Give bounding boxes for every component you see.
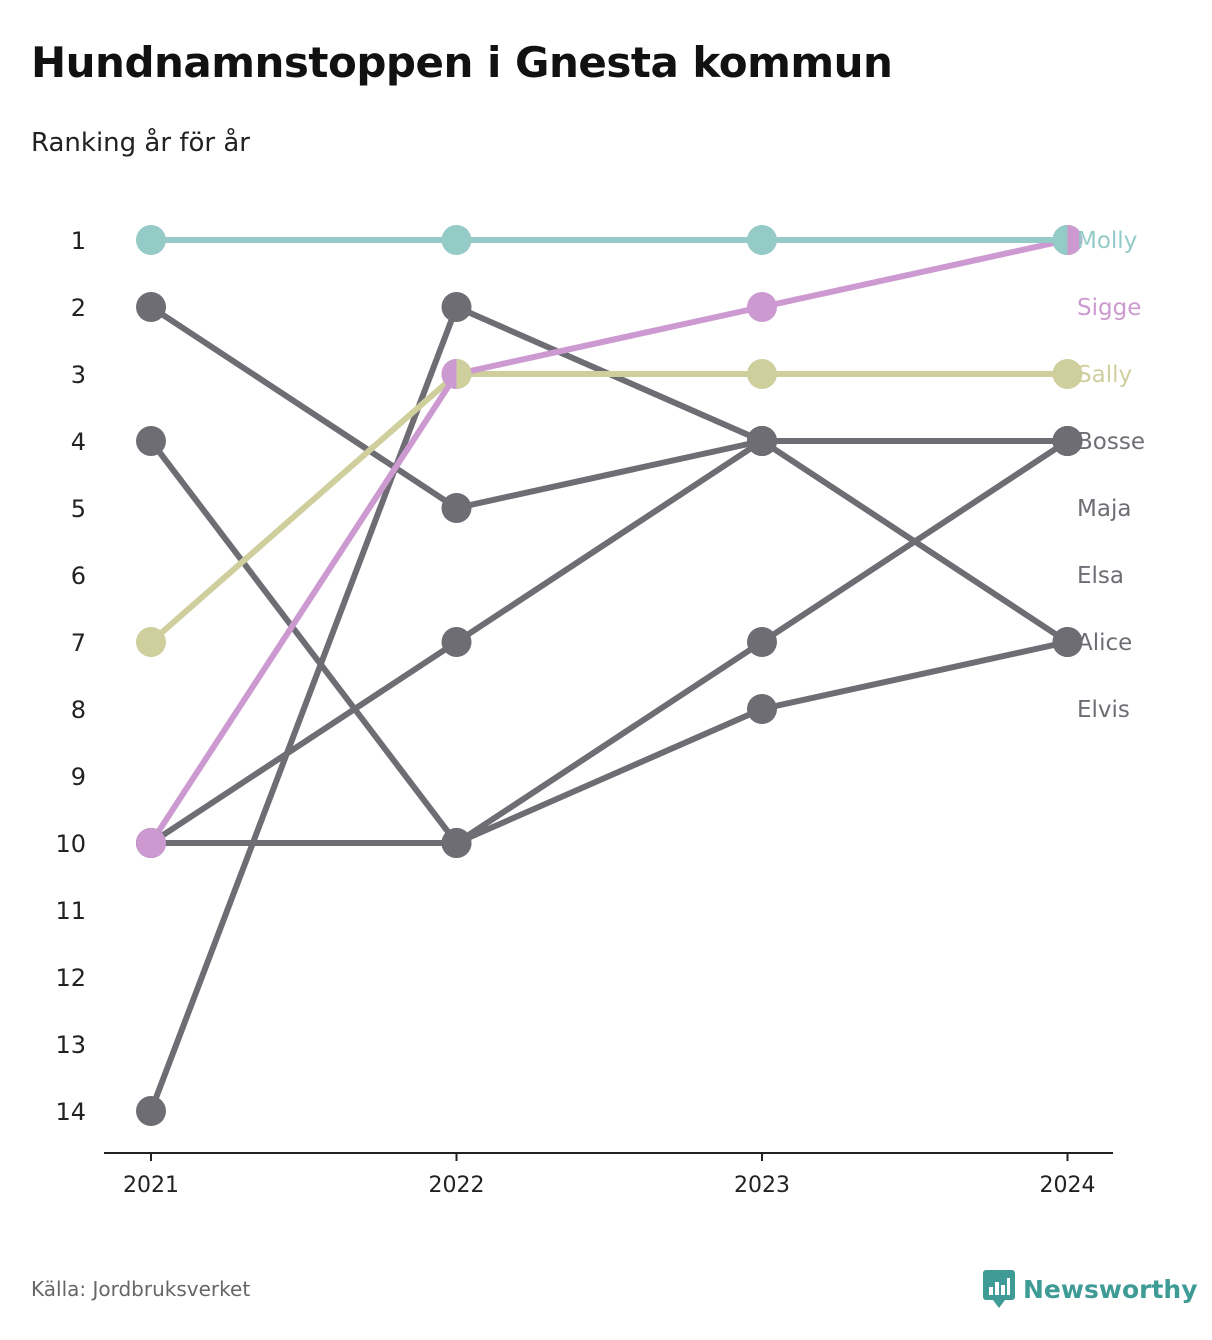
source-note: Källa: Jordbruksverket: [31, 1277, 251, 1301]
end-labels: Molly Sigge Sally Bosse Maja Elsa Alice Elvis: [1077, 228, 1145, 723]
point-bosse-2022: [441, 292, 472, 322]
end-label-maja: Maja: [1077, 496, 1131, 522]
y-tick-label: 5: [71, 495, 86, 523]
y-tick-label: 6: [71, 562, 86, 590]
point-sigge-2023: [747, 292, 777, 322]
brand-name: Newsworthy: [1023, 1274, 1198, 1304]
series-lines: [148, 237, 1071, 1114]
split-point-left-2024: [1052, 225, 1068, 255]
series-line-alice: [148, 438, 1071, 846]
split-point-left-2022: [441, 359, 457, 389]
end-label-elvis: Elvis: [1077, 697, 1130, 723]
y-tick-label: 7: [71, 629, 86, 657]
end-label-sigge: Sigge: [1077, 295, 1141, 321]
series-line-sigge: [148, 237, 1071, 846]
point-sally-2023: [747, 359, 777, 389]
x-tick-label: 2024: [1040, 1173, 1096, 1198]
y-tick-label: 10: [55, 830, 86, 858]
point-elsa-2023: [747, 694, 777, 724]
point-elvis-2022: [441, 627, 472, 657]
x-axis: 2021 2022 2023 2024: [104, 1152, 1113, 1198]
point-sally-2024: [1052, 359, 1083, 389]
point-maja-2021: [136, 292, 166, 322]
point-molly-2021: [136, 225, 166, 255]
end-label-molly: Molly: [1077, 228, 1137, 254]
point-bosse-2021: [136, 1096, 166, 1126]
y-tick-label: 8: [71, 696, 86, 724]
series-line-elsa: [148, 438, 1071, 846]
series-line-maja: [148, 304, 1071, 511]
end-label-bosse: Bosse: [1077, 429, 1145, 455]
split-point-right-2024: [1067, 225, 1083, 255]
point-maja-2022: [441, 493, 472, 523]
brand[interactable]: Newsworthy: [983, 1270, 1198, 1308]
point-alice-2023: [747, 627, 777, 657]
series-line-bosse: [148, 304, 1071, 1114]
end-label-alice: Alice: [1077, 630, 1132, 656]
point-elvis-2023: [747, 426, 777, 456]
point-molly-2022: [441, 225, 472, 255]
end-label-elsa: Elsa: [1077, 563, 1124, 589]
point-bosse-2024: [1052, 627, 1083, 657]
y-tick-label: 4: [71, 428, 86, 456]
point-sigge-2021: [136, 828, 166, 858]
point-molly-2023: [747, 225, 777, 255]
x-tick-label: 2023: [734, 1173, 790, 1198]
point-alice-2022: [441, 828, 472, 858]
y-tick-label: 13: [55, 1031, 86, 1059]
series-line-elvis: [148, 438, 1071, 846]
y-tick-label: 1: [71, 227, 86, 255]
end-label-sally: Sally: [1077, 362, 1132, 388]
chart-subtitle: Ranking år för år: [31, 128, 250, 158]
series-line-sally: [148, 371, 1071, 645]
x-tick-label: 2022: [429, 1173, 485, 1198]
split-point-right-2022: [456, 359, 472, 389]
point-elsa-2021: [136, 426, 166, 456]
y-tick-label: 2: [71, 294, 86, 322]
series-points: [136, 225, 1083, 1126]
y-tick-label: 14: [55, 1098, 86, 1126]
y-tick-label: 9: [71, 763, 86, 791]
x-tick-label: 2021: [123, 1173, 179, 1198]
y-tick-label: 12: [55, 964, 86, 992]
point-sally-2021: [136, 627, 166, 657]
newsworthy-logo-icon: [983, 1270, 1015, 1308]
y-tick-label: 11: [55, 897, 86, 925]
chart-title: Hundnamnstoppen i Gnesta kommun: [31, 38, 893, 87]
point-alice-2024: [1052, 426, 1083, 456]
y-tick-label: 3: [71, 361, 86, 389]
